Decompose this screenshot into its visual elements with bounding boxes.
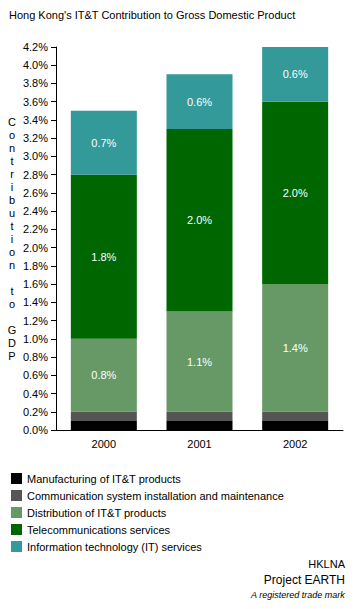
svg-text:0.4%: 0.4% [23, 388, 48, 400]
svg-text:1.0%: 1.0% [23, 333, 48, 345]
svg-text:t: t [10, 155, 13, 167]
svg-text:P: P [8, 350, 15, 362]
svg-text:0.7%: 0.7% [91, 137, 116, 149]
svg-text:G: G [8, 324, 17, 336]
svg-text:2.8%: 2.8% [23, 169, 48, 181]
svg-text:r: r [10, 168, 14, 180]
svg-text:2000: 2000 [92, 438, 116, 450]
svg-text:Project EARTH: Project EARTH [264, 573, 345, 587]
svg-text:Telecommunications services: Telecommunications services [27, 524, 171, 536]
svg-text:Hong Kong's IT&T Contribution: Hong Kong's IT&T Contribution to Gross D… [9, 9, 295, 21]
svg-text:u: u [9, 207, 15, 219]
svg-text:o: o [9, 129, 15, 141]
svg-text:Distribution of IT&T products: Distribution of IT&T products [27, 507, 167, 519]
svg-text:C: C [8, 116, 16, 128]
svg-text:2.0%: 2.0% [187, 214, 212, 226]
svg-text:n: n [9, 142, 15, 154]
svg-text:4.0%: 4.0% [23, 59, 48, 71]
svg-text:2.4%: 2.4% [23, 205, 48, 217]
svg-text:t: t [10, 220, 13, 232]
svg-text:4.2%: 4.2% [23, 41, 48, 53]
svg-text:0.0%: 0.0% [23, 424, 48, 436]
svg-text:0.8%: 0.8% [23, 351, 48, 363]
svg-text:HKLNA: HKLNA [308, 558, 345, 570]
svg-text:0.6%: 0.6% [187, 96, 212, 108]
svg-text:3.6%: 3.6% [23, 96, 48, 108]
svg-text:t: t [10, 285, 13, 297]
svg-text:0.6%: 0.6% [23, 369, 48, 381]
svg-text:1.8%: 1.8% [23, 260, 48, 272]
svg-text:b: b [9, 194, 15, 206]
svg-text:2.0%: 2.0% [283, 187, 308, 199]
svg-text:Manufacturing of IT&T products: Manufacturing of IT&T products [27, 473, 181, 485]
svg-text:1.6%: 1.6% [23, 278, 48, 290]
svg-text:2002: 2002 [283, 438, 307, 450]
svg-text:Communication system installat: Communication system installation and ma… [27, 490, 284, 502]
svg-text:0.2%: 0.2% [23, 406, 48, 418]
svg-text:Information technology (IT) se: Information technology (IT) services [27, 541, 202, 553]
svg-text:1.2%: 1.2% [23, 315, 48, 327]
svg-text:2.2%: 2.2% [23, 223, 48, 235]
svg-text:i: i [11, 181, 13, 193]
svg-text:3.8%: 3.8% [23, 77, 48, 89]
svg-text:o: o [9, 246, 15, 258]
svg-text:1.1%: 1.1% [187, 356, 212, 368]
svg-text:D: D [8, 337, 16, 349]
svg-text:0.8%: 0.8% [91, 369, 116, 381]
svg-text:2.6%: 2.6% [23, 187, 48, 199]
svg-text:1.8%: 1.8% [91, 251, 116, 263]
svg-text:2001: 2001 [187, 438, 211, 450]
svg-text:i: i [11, 233, 13, 245]
svg-text:o: o [9, 298, 15, 310]
svg-text:3.0%: 3.0% [23, 150, 48, 162]
svg-text:3.4%: 3.4% [23, 114, 48, 126]
svg-text:A registered trade mark: A registered trade mark [250, 590, 345, 600]
svg-text:1.4%: 1.4% [283, 342, 308, 354]
svg-text:0.6%: 0.6% [283, 68, 308, 80]
svg-text:2.0%: 2.0% [23, 242, 48, 254]
svg-text:n: n [9, 259, 15, 271]
svg-text:1.4%: 1.4% [23, 296, 48, 308]
svg-text:3.2%: 3.2% [23, 132, 48, 144]
